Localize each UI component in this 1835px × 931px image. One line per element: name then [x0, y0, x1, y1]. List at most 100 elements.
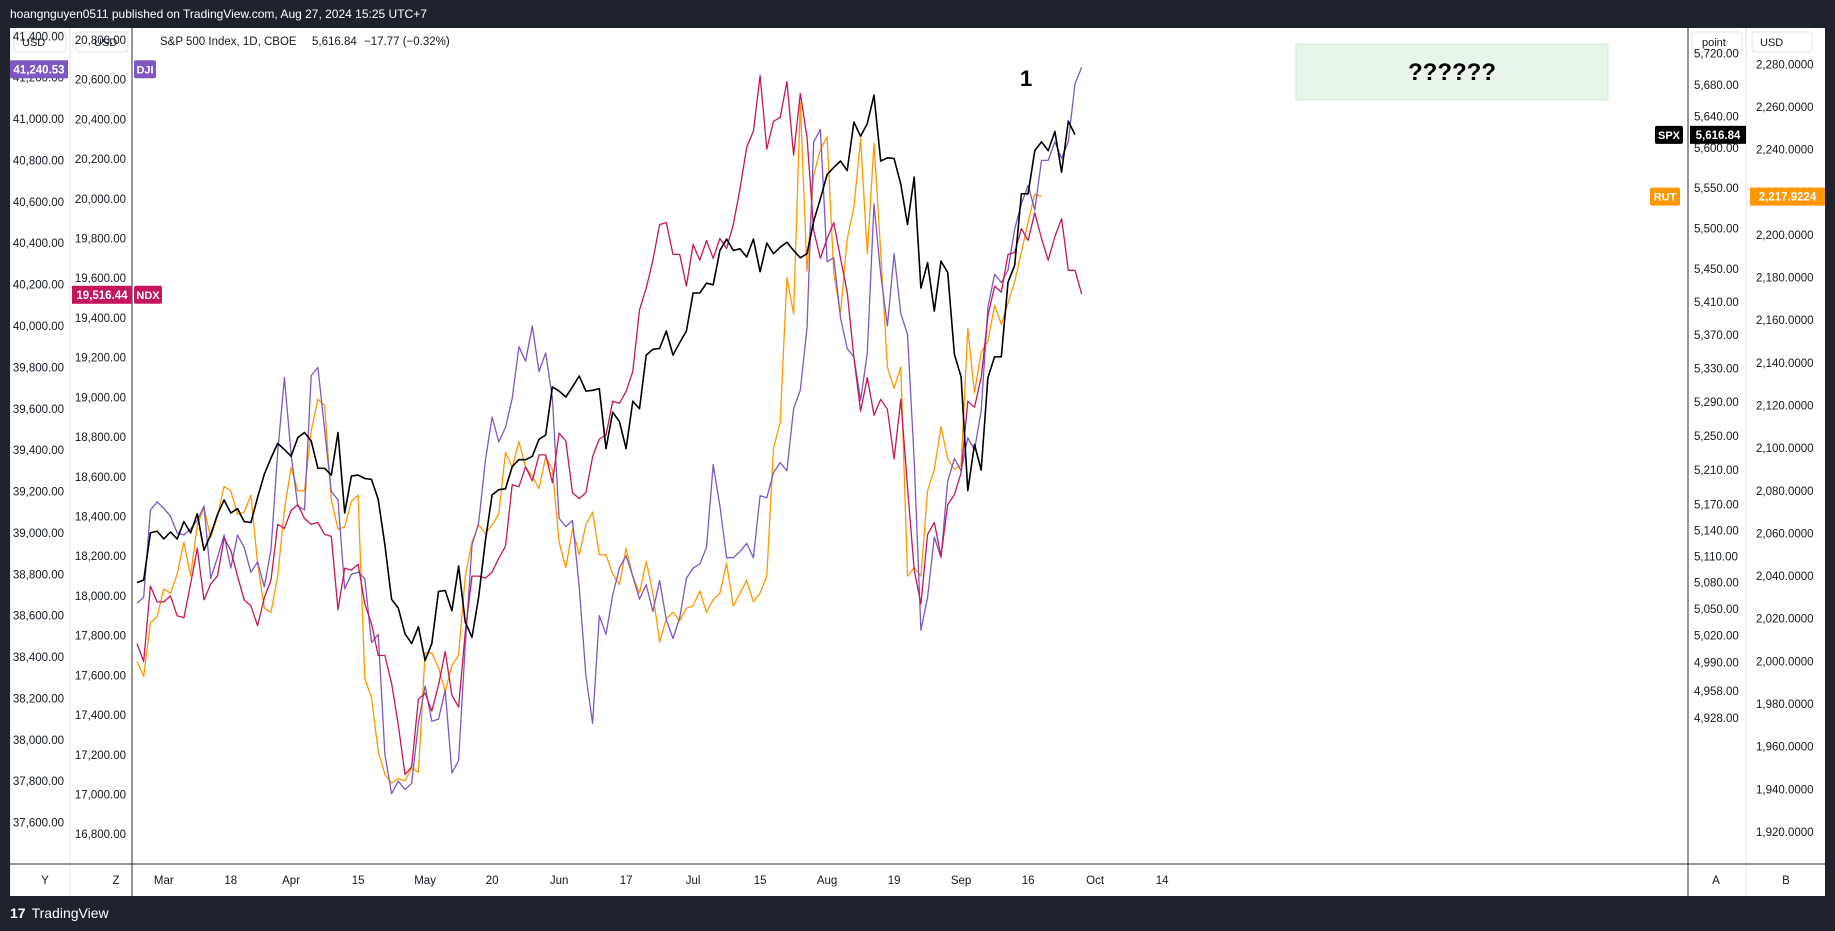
y-tick-label: 4,958.00	[1694, 686, 1739, 698]
x-tick-label: Aug	[817, 875, 837, 887]
y-tick-label: 40,400.00	[13, 238, 64, 250]
y-tick-label: 5,110.00	[1694, 551, 1738, 563]
y-tick-label: 37,600.00	[13, 818, 64, 830]
y-tick-label: 5,020.00	[1694, 631, 1739, 643]
y-tick-label: 39,200.00	[13, 487, 64, 499]
legend-last-price: 5,616.84	[312, 36, 357, 48]
y-tick-label: 5,640.00	[1694, 111, 1739, 123]
y-tick-label: 5,250.00	[1694, 431, 1739, 443]
y-tick-label: 5,330.00	[1694, 363, 1739, 375]
y-tick-label: 17,000.00	[75, 789, 126, 801]
y-tick-label: 4,928.00	[1694, 713, 1739, 725]
badge-ndx: 19,516.44 NDX	[72, 285, 162, 304]
y-tick-label: 38,000.00	[13, 735, 64, 747]
y-tick-label: 1,920.0000	[1756, 827, 1814, 839]
time-axis[interactable]: Mar 18 Apr 15 May 20 Jun 17 Jul 15 Aug 19 Sep 16 Oct 14	[154, 875, 1169, 887]
ndx-price-axis[interactable]: 20,800.00 20,600.00 20,400.00 20,200.00 20,0…	[75, 35, 126, 841]
x-tick-label: Jun	[550, 875, 569, 887]
dji-price-axis[interactable]: 41,400.0041,200.0041,000.0040,800.0040,6…	[13, 31, 64, 829]
y-tick-label: 5,370.00	[1694, 330, 1739, 342]
svg-text:USD: USD	[94, 37, 117, 49]
badge-dji: 41,240.53 DJI	[10, 60, 156, 79]
y-tick-label: 18,600.00	[75, 472, 126, 484]
y-tick-label: 18,200.00	[75, 551, 126, 563]
badge-price-ndx: 19,516.44	[76, 290, 128, 302]
axis-button-right1[interactable]: A	[1712, 875, 1720, 887]
y-tick-label: 5,290.00	[1694, 397, 1739, 409]
spx-price-axis[interactable]: 5,720.00 5,680.00 5,640.00 5,600.00 5,550.00…	[1694, 49, 1739, 725]
y-tick-label: 39,600.00	[13, 404, 64, 416]
y-tick-label: 41,000.00	[13, 114, 64, 126]
y-tick-label: 5,050.00	[1694, 604, 1739, 616]
unit-button-left1[interactable]: USD	[13, 31, 67, 53]
y-tick-label: 5,170.00	[1694, 499, 1739, 511]
y-tick-label: 2,180.0000	[1756, 273, 1814, 285]
series-line-dji[interactable]	[136, 67, 1083, 795]
y-tick-label: 2,080.0000	[1756, 486, 1814, 498]
y-tick-label: 5,450.00	[1694, 264, 1739, 276]
y-tick-label: 39,000.00	[13, 528, 64, 540]
y-tick-label: 5,500.00	[1694, 224, 1739, 236]
series-line-spx[interactable]	[136, 94, 1076, 662]
chart-frame: USD USD point USD S&P 500 Index, 1D, CBO…	[10, 28, 1825, 896]
y-tick-label: 2,260.0000	[1756, 102, 1814, 114]
y-tick-label: 2,060.0000	[1756, 528, 1814, 540]
y-tick-label: 1,940.0000	[1756, 784, 1814, 796]
chart-canvas[interactable]: USD USD point USD S&P 500 Index, 1D, CBO…	[10, 28, 1825, 896]
badge-price-spx: 5,616.84	[1696, 130, 1741, 142]
y-tick-label: 19,000.00	[75, 392, 126, 404]
y-tick-label: 38,800.00	[13, 569, 64, 581]
badge-spx: 5,616.84 SPX	[1655, 125, 1746, 144]
y-tick-label: 40,200.00	[13, 280, 64, 292]
y-tick-label: 38,600.00	[13, 611, 64, 623]
axis-button-left2[interactable]: Z	[112, 875, 119, 887]
legend-change: −17.77 (−0.32%)	[364, 36, 450, 48]
unit-button-right2[interactable]: USD	[1751, 31, 1813, 53]
y-tick-label: 2,200.0000	[1756, 230, 1814, 242]
badge-symbol-spx: SPX	[1658, 130, 1681, 142]
x-tick-label: 18	[224, 875, 237, 887]
price-badges: 41,240.53 DJI 19,516.44 NDX 5,616.84 SPX 2,217…	[10, 60, 1825, 304]
y-tick-label: 37,800.00	[13, 776, 64, 788]
y-tick-label: 19,800.00	[75, 233, 126, 245]
badge-price-dji: 41,240.53	[13, 64, 64, 76]
wave-label[interactable]: 1	[1020, 66, 1032, 91]
svg-text:point: point	[1702, 37, 1726, 49]
y-tick-label: 2,000.0000	[1756, 656, 1814, 668]
y-tick-label: 2,160.0000	[1756, 315, 1814, 327]
y-tick-label: 19,400.00	[75, 313, 126, 325]
x-tick-label: Apr	[282, 875, 300, 887]
x-tick-label: Jul	[686, 875, 701, 887]
y-tick-label: 40,600.00	[13, 197, 64, 209]
series-lines	[136, 67, 1083, 795]
y-tick-label: 2,120.0000	[1756, 400, 1814, 412]
y-tick-label: 18,000.00	[75, 591, 126, 603]
y-tick-label: 39,400.00	[13, 445, 64, 457]
chart-legend[interactable]: S&P 500 Index, 1D, CBOE 5,616.84 −17.77 …	[160, 36, 450, 48]
unit-button-right1[interactable]: point	[1691, 31, 1743, 53]
y-tick-label: 20,000.00	[75, 194, 126, 206]
y-tick-label: 5,080.00	[1694, 578, 1739, 590]
badge-rut: 2,217.9224 RUT	[1650, 187, 1825, 206]
axis-button-right2[interactable]: B	[1782, 875, 1790, 887]
y-tick-label: 2,040.0000	[1756, 571, 1814, 583]
y-tick-label: 2,140.0000	[1756, 358, 1814, 370]
question-box[interactable]: ??????	[1295, 43, 1609, 101]
rut-price-axis[interactable]: 2,280.00002,260.00002,240.00002,220.0000…	[1756, 59, 1814, 839]
y-tick-label: 5,550.00	[1694, 183, 1739, 195]
series-line-rut[interactable]	[136, 101, 1042, 784]
y-tick-label: 17,800.00	[75, 631, 126, 643]
series-line-ndx[interactable]	[136, 75, 1083, 776]
publish-info: hoangnguyen0511 published on TradingView…	[0, 0, 1835, 28]
y-tick-label: 41,400.00	[13, 31, 64, 43]
axis-button-left1[interactable]: Y	[41, 875, 49, 887]
y-tick-label: 39,800.00	[13, 362, 64, 374]
y-tick-label: 5,140.00	[1694, 525, 1739, 537]
y-tick-label: 2,280.0000	[1756, 59, 1814, 71]
y-tick-label: 5,720.00	[1694, 49, 1739, 61]
y-tick-label: 20,800.00	[75, 35, 126, 47]
svg-text:USD: USD	[1760, 37, 1783, 49]
badge-symbol-rut: RUT	[1654, 192, 1677, 204]
y-tick-label: 19,200.00	[75, 353, 126, 365]
unit-button-left2[interactable]: USD	[75, 31, 129, 53]
